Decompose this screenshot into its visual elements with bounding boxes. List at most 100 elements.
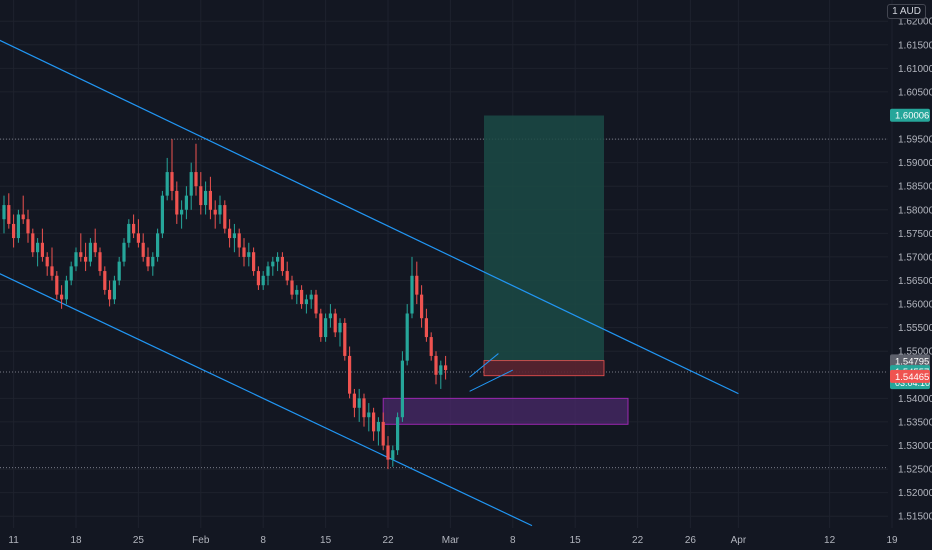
x-axis-tick-label: 19 (886, 535, 898, 546)
candle-body (64, 280, 68, 300)
candle-body (50, 266, 54, 276)
candle-body (348, 355, 352, 394)
candle-body (112, 280, 116, 300)
candle-body (328, 313, 332, 319)
candle-body (204, 190, 208, 206)
candle-body (146, 256, 150, 267)
purple-zone-rectangle[interactable] (382, 397, 629, 425)
candle-body (333, 313, 337, 333)
candle-body (136, 233, 140, 243)
candle-body (194, 172, 198, 187)
candle-body (386, 445, 390, 460)
candle-body (362, 398, 366, 418)
x-axis-tick-label: 22 (382, 535, 394, 546)
x-axis-tick-label: 8 (260, 535, 266, 546)
candle-body (343, 322, 347, 356)
candle-body (434, 355, 438, 375)
long-position-stop-zone[interactable] (483, 360, 605, 377)
candle-body (45, 256, 49, 267)
y-axis-tick-label: 1.58500 (898, 182, 932, 193)
candle-body (84, 256, 88, 262)
candle-body (7, 205, 11, 224)
y-axis-tick-label: 1.56500 (898, 276, 932, 287)
candle-body (184, 195, 188, 210)
y-axis-tick-label: 1.55500 (898, 323, 932, 334)
candle-body (381, 421, 385, 446)
candle-body (141, 242, 145, 257)
candle-body (199, 186, 203, 206)
x-axis-tick-label: 12 (824, 535, 836, 546)
candle-body (309, 294, 313, 300)
candle-body (252, 252, 256, 272)
y-axis-tick-label: 1.52500 (898, 465, 932, 476)
candle-body (26, 219, 30, 234)
candle-body (271, 261, 275, 267)
x-axis-tick-label: Feb (192, 535, 210, 546)
candle-body (208, 190, 212, 210)
x-axis-tick-label: 26 (685, 535, 697, 546)
x-axis-tick-label: Apr (731, 535, 747, 546)
y-axis-tick-label: 1.58000 (898, 205, 932, 216)
long-position-target-zone[interactable] (484, 115, 604, 361)
candle-body (103, 271, 107, 290)
candle-body (175, 190, 179, 215)
candle-body (232, 233, 236, 239)
candle-body (170, 172, 174, 191)
y-axis-tick-label: 1.61000 (898, 64, 932, 75)
candle-body (367, 412, 371, 418)
wedge-lower-line[interactable] (469, 369, 514, 392)
x-axis-tick-label: 22 (632, 535, 644, 546)
candle-body (132, 223, 136, 234)
candle-body (55, 275, 59, 295)
candle-body (429, 337, 433, 356)
countdown-label-text: 03:04:10 (895, 378, 930, 388)
channel-lower-line[interactable] (0, 273, 533, 527)
candle-body (31, 233, 35, 253)
candle-body (160, 195, 164, 234)
candle-body (93, 242, 97, 253)
candle-body (424, 318, 428, 338)
y-axis-tick-label: 1.53000 (898, 441, 932, 452)
candle-body (60, 294, 64, 300)
x-axis-tick-label: 18 (70, 535, 82, 546)
candle-body (357, 398, 361, 408)
candle-body (256, 271, 260, 286)
candle-body (74, 252, 78, 267)
x-axis-tick-label: Mar (442, 535, 460, 546)
candle-body (79, 252, 83, 257)
candle-body (396, 417, 400, 451)
candle-body (276, 256, 280, 262)
candle-body (290, 280, 294, 295)
candle-body (151, 256, 155, 267)
candle-body (21, 214, 25, 220)
candle-body (420, 294, 424, 319)
candle-body (304, 299, 308, 305)
y-axis-tick-label: 1.56000 (898, 300, 932, 311)
candle-body (372, 412, 376, 432)
y-axis-tick-label: 1.52000 (898, 488, 932, 499)
candle-body (69, 266, 73, 281)
x-axis-tick-label: 15 (320, 535, 332, 546)
candle-body (439, 365, 443, 375)
candle-body (352, 393, 356, 408)
candle-body (156, 233, 160, 257)
x-axis-tick-label: 11 (8, 535, 19, 546)
x-axis-tick-label: 15 (570, 535, 582, 546)
candle-body (165, 172, 169, 196)
candle-body (376, 421, 380, 432)
currency-unit-label[interactable]: 1 AUD (887, 4, 926, 19)
candle-body (444, 365, 448, 371)
channel-upper-line[interactable] (0, 39, 739, 395)
wedge-upper-line[interactable] (469, 353, 499, 378)
candle-body (300, 289, 304, 305)
candle-body (213, 209, 217, 215)
candle-body (228, 228, 232, 239)
candle-body (415, 275, 419, 295)
candle-body (242, 247, 246, 257)
candle-body (127, 223, 131, 243)
y-axis-tick-label: 1.57500 (898, 229, 932, 240)
candle-body (400, 360, 404, 418)
candle-body (324, 318, 328, 338)
